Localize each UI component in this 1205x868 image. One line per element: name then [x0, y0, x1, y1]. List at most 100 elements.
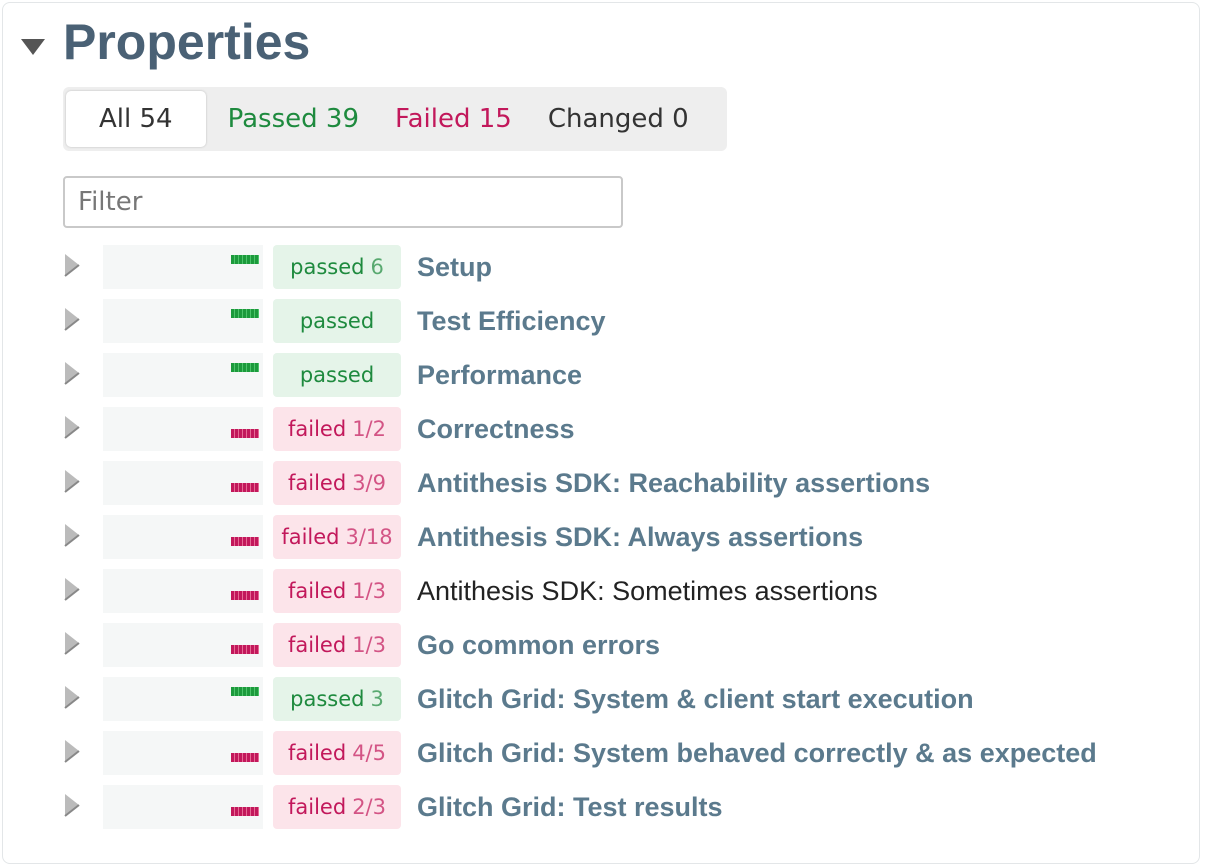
expand-arrow[interactable]	[63, 792, 103, 822]
property-name[interactable]: Glitch Grid: System behaved correctly & …	[417, 737, 1097, 768]
status-badge: failed 1/2	[273, 407, 401, 451]
status-badge: passed 3	[273, 677, 401, 721]
history-bar	[231, 807, 259, 816]
status-badge: failed 1/3	[273, 623, 401, 667]
history-bar	[231, 645, 259, 654]
status-detail: 6	[370, 255, 384, 279]
panel-title: Properties	[63, 14, 311, 70]
property-list: passed 6 Setup passed Test Efficiency passed P…	[63, 245, 1097, 839]
tab-label: Changed	[547, 104, 664, 134]
tab-count: 0	[672, 104, 689, 134]
history-bar	[231, 687, 259, 696]
filter-tab[interactable]: Failed 15	[377, 91, 530, 147]
status-badge: failed 1/3	[273, 569, 401, 613]
status-detail: 4/5	[352, 741, 386, 765]
property-name[interactable]: Glitch Grid: System & client start execu…	[417, 683, 974, 714]
property-name[interactable]: Go common errors	[417, 629, 661, 660]
status-detail: 3/9	[352, 471, 386, 495]
history-bar	[231, 363, 259, 372]
expand-arrow[interactable]	[63, 360, 103, 390]
property-row[interactable]: passed 3 Glitch Grid: System & client star…	[63, 677, 1097, 721]
status-detail: 1/2	[352, 417, 386, 441]
property-row[interactable]: failed 1/2 Correctness	[63, 407, 1097, 451]
expand-arrow[interactable]	[63, 684, 103, 714]
property-name[interactable]: Correctness	[417, 413, 575, 444]
history-box	[103, 785, 263, 829]
history-box	[103, 353, 263, 397]
property-name[interactable]: Antithesis SDK: Reachability assertions	[417, 467, 931, 498]
history-box	[103, 245, 263, 289]
expand-arrow[interactable]	[63, 306, 103, 336]
property-row[interactable]: failed 1/3 Go common errors	[63, 623, 1097, 667]
status-text: failed	[288, 417, 347, 441]
history-box	[103, 461, 263, 505]
filter-tab[interactable]: Passed 39	[210, 91, 377, 147]
property-row[interactable]: passed Performance	[63, 353, 1097, 397]
property-row[interactable]: failed 4/5 Glitch Grid: System behaved cor…	[63, 731, 1097, 775]
status-text: failed	[288, 579, 347, 603]
history-bar	[231, 753, 259, 762]
property-name[interactable]: Performance	[417, 359, 583, 390]
tab-count: 15	[478, 104, 512, 134]
history-box	[103, 677, 263, 721]
status-detail: 1/3	[352, 579, 386, 603]
status-detail: 3	[370, 687, 384, 711]
expand-arrow[interactable]	[63, 630, 103, 660]
history-box	[103, 515, 263, 559]
history-box	[103, 407, 263, 451]
status-badge: failed 3/18	[273, 515, 401, 559]
history-box	[103, 623, 263, 667]
expand-arrow[interactable]	[63, 522, 103, 552]
expand-arrow[interactable]	[63, 738, 103, 768]
status-badge: failed 2/3	[273, 785, 401, 829]
history-box	[103, 569, 263, 613]
history-box	[103, 299, 263, 343]
tab-bar: All 54 Passed 39 Failed 15 Changed 0	[63, 87, 727, 151]
property-row[interactable]: failed 1/3 Antithesis SDK: Sometimes asser…	[63, 569, 1097, 613]
status-text: passed	[290, 255, 365, 279]
tab-count: 54	[139, 104, 173, 134]
status-detail: 1/3	[352, 633, 386, 657]
history-bar	[231, 591, 259, 600]
property-row[interactable]: passed 6 Setup	[63, 245, 1097, 289]
property-name[interactable]: Antithesis SDK: Sometimes assertions	[417, 575, 878, 606]
history-bar	[231, 429, 259, 438]
property-name[interactable]: Glitch Grid: Test results	[417, 791, 723, 822]
expand-arrow[interactable]	[63, 252, 103, 282]
property-name[interactable]: Antithesis SDK: Always assertions	[417, 521, 864, 552]
expand-arrow[interactable]	[63, 414, 103, 444]
history-bar	[231, 255, 259, 264]
status-detail: 3/18	[345, 525, 393, 549]
filter-input[interactable]: Filter	[63, 176, 623, 228]
status-badge: passed 6	[273, 245, 401, 289]
status-badge: failed 3/9	[273, 461, 401, 505]
property-row[interactable]: failed 3/9 Antithesis SDK: Reachability as…	[63, 461, 1097, 505]
status-text: passed	[299, 363, 375, 387]
property-row[interactable]: failed 3/18 Antithesis SDK: Always asserti…	[63, 515, 1097, 559]
filter-tab[interactable]: Changed 0	[530, 91, 707, 147]
status-text: passed	[299, 309, 375, 333]
expand-arrow[interactable]	[63, 576, 103, 606]
property-name[interactable]: Setup	[417, 251, 493, 282]
property-row[interactable]: passed Test Efficiency	[63, 299, 1097, 343]
status-text: failed	[288, 471, 347, 495]
property-row[interactable]: failed 2/3 Glitch Grid: Test results	[63, 785, 1097, 829]
history-bar	[231, 537, 259, 546]
collapse-toggle[interactable]	[21, 39, 47, 57]
tab-label: Failed	[395, 104, 471, 134]
tab-label: All	[99, 104, 132, 134]
property-name[interactable]: Test Efficiency	[417, 305, 606, 336]
tab-count: 39	[325, 104, 359, 134]
status-badge: passed	[273, 299, 401, 343]
history-bar	[231, 309, 259, 318]
status-text: failed	[288, 741, 347, 765]
expand-arrow[interactable]	[63, 468, 103, 498]
status-text: failed	[288, 633, 347, 657]
status-text: failed	[281, 525, 340, 549]
status-detail: 2/3	[352, 795, 386, 819]
filter-tab[interactable]: All 54	[66, 91, 206, 147]
history-box	[103, 731, 263, 775]
history-bar	[231, 483, 259, 492]
